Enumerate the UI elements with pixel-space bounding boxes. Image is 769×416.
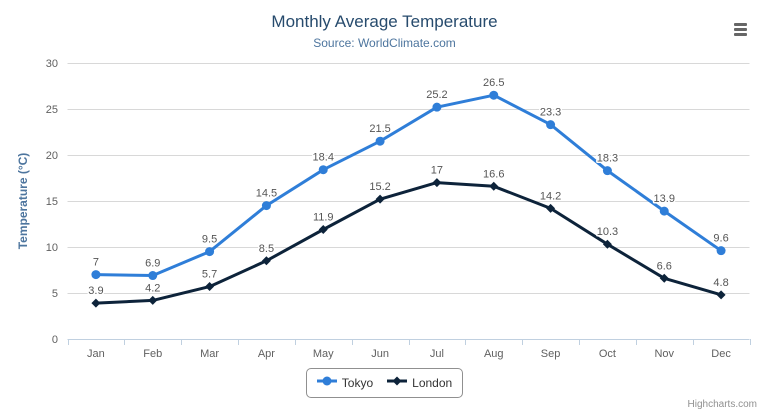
tokyo-data-label: 13.9: [654, 193, 675, 205]
tokyo-point-marker[interactable]: [659, 206, 669, 216]
london-point-marker[interactable]: [318, 225, 328, 235]
chart-title: Monthly Average Temperature: [271, 12, 498, 31]
tokyo-point-marker[interactable]: [602, 166, 612, 176]
x-axis-label: Feb: [143, 348, 162, 360]
chart-subtitle: Source: WorldClimate.com: [313, 36, 456, 50]
tokyo-data-label: 26.5: [483, 77, 504, 89]
tokyo-data-label: 6.9: [145, 258, 160, 270]
london-point-marker[interactable]: [602, 239, 612, 249]
tokyo-data-label: 25.2: [426, 89, 447, 101]
london-point-marker[interactable]: [205, 282, 215, 292]
tokyo-series-line: [94, 93, 723, 277]
y-axis-title: Temperature (°C): [16, 153, 30, 250]
london-series-marker-icon: [387, 374, 408, 392]
london-data-label: 17: [431, 165, 443, 177]
london-data-label: 14.2: [540, 190, 561, 202]
x-axis-label: May: [313, 348, 334, 360]
tokyo-point-marker[interactable]: [375, 136, 385, 146]
london-data-label: 4.8: [713, 277, 728, 289]
x-axis-label: Mar: [200, 348, 219, 360]
y-axis-label: 5: [52, 288, 58, 300]
y-axis-label: 15: [46, 196, 58, 208]
highcharts-credits-link[interactable]: Highcharts.com: [687, 399, 757, 410]
london-point-marker[interactable]: [489, 181, 499, 191]
london-point-marker[interactable]: [91, 298, 101, 308]
london-data-label: 15.2: [369, 181, 390, 193]
tokyo-data-label: 9.5: [202, 234, 217, 246]
london-point-marker[interactable]: [148, 295, 158, 305]
legend-item-tokyo[interactable]: Tokyo: [316, 374, 374, 392]
tokyo-series-marker-icon: [316, 374, 337, 392]
x-axis-label: Sep: [541, 348, 561, 360]
london-data-label: 8.5: [259, 243, 274, 255]
export-menu-button[interactable]: [732, 21, 749, 38]
legend: Tokyo London: [0, 368, 769, 398]
london-point-marker[interactable]: [546, 203, 556, 213]
legend-label-london: London: [412, 376, 453, 390]
x-axis-label: Aug: [484, 348, 504, 360]
tokyo-point-marker[interactable]: [546, 120, 556, 130]
tokyo-point-marker[interactable]: [716, 246, 726, 256]
london-data-label: 5.7: [202, 269, 217, 281]
y-axis-label: 20: [46, 150, 58, 162]
london-data-label: 16.6: [483, 168, 504, 180]
tokyo-data-label: 14.5: [256, 188, 277, 200]
tokyo-point-marker[interactable]: [489, 90, 499, 100]
london-data-label: 10.3: [597, 226, 618, 238]
london-data-label: 4.2: [145, 282, 160, 294]
london-data-label: 3.9: [88, 285, 103, 297]
london-point-marker[interactable]: [261, 256, 271, 266]
london-data-label: 6.6: [657, 260, 672, 272]
tokyo-point-marker[interactable]: [432, 102, 442, 112]
legend-item-london[interactable]: London: [387, 374, 452, 392]
london-data-label: 11.9: [313, 212, 334, 224]
tokyo-data-label: 7: [93, 257, 99, 269]
x-axis-label: Jan: [87, 348, 105, 360]
london-point-marker[interactable]: [375, 194, 385, 204]
x-axis-label: Jul: [430, 348, 444, 360]
tokyo-point-marker[interactable]: [148, 271, 158, 281]
legend-box: Tokyo London: [305, 368, 464, 398]
tokyo-data-label: 9.6: [713, 233, 728, 245]
y-axis-label: 30: [46, 58, 58, 70]
x-axis-label: Oct: [599, 348, 616, 360]
x-axis-label: Dec: [711, 348, 731, 360]
tokyo-data-label: 21.5: [369, 123, 390, 135]
tokyo-data-label: 18.3: [597, 153, 618, 165]
london-point-marker[interactable]: [659, 273, 669, 283]
hamburger-icon: [734, 33, 747, 36]
london-point-marker[interactable]: [432, 178, 442, 188]
y-axis-label: 25: [46, 104, 58, 116]
tokyo-point-marker[interactable]: [91, 270, 101, 280]
london-point-marker[interactable]: [716, 290, 726, 300]
hamburger-icon: [734, 28, 747, 31]
london-series-line: [94, 181, 723, 305]
x-axis-label: Jun: [371, 348, 389, 360]
tokyo-data-label: 23.3: [540, 107, 561, 119]
tokyo-point-marker[interactable]: [261, 201, 271, 211]
hamburger-icon: [734, 23, 747, 26]
tokyo-data-label: 18.4: [313, 152, 334, 164]
tokyo-point-marker[interactable]: [205, 247, 215, 257]
x-axis-label: Apr: [258, 348, 275, 360]
y-axis-label: 0: [52, 334, 58, 346]
legend-label-tokyo: Tokyo: [341, 376, 374, 390]
y-axis-label: 10: [46, 242, 58, 254]
tokyo-point-marker[interactable]: [318, 165, 328, 175]
x-axis-label: Nov: [654, 348, 674, 360]
